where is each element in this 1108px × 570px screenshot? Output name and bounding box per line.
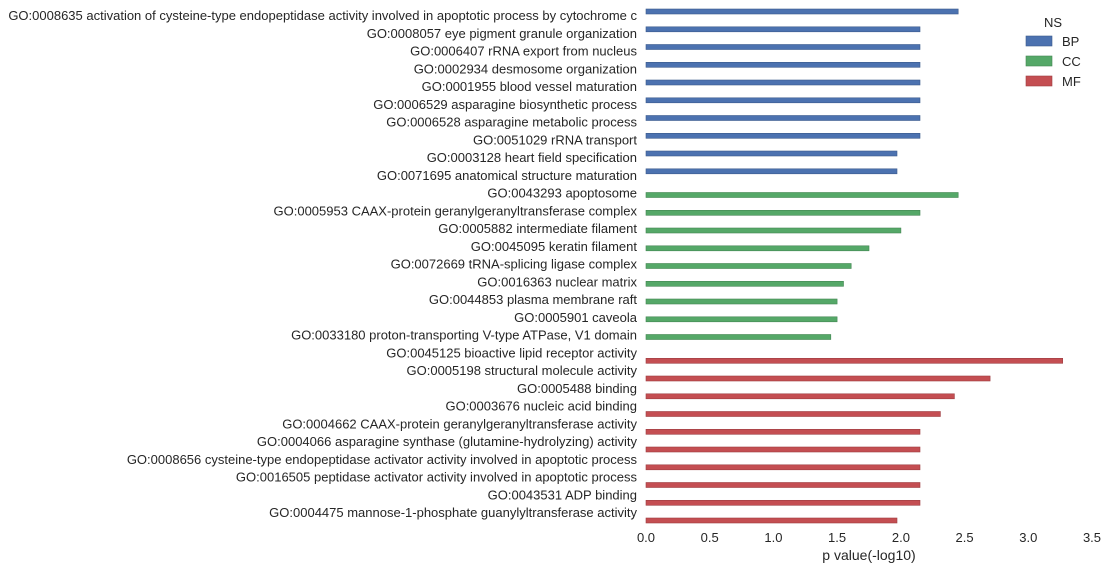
bar-bp <box>645 150 898 157</box>
category-label: GO:0008656 cysteine-type endopeptidase a… <box>127 452 638 467</box>
bar-bp <box>645 8 959 15</box>
category-label: GO:0043293 apoptosome <box>487 186 637 201</box>
category-label: GO:0005198 structural molecule activity <box>407 363 638 378</box>
x-tick-label: 2.0 <box>892 530 910 545</box>
category-label: GO:0033180 proton-transporting V-type AT… <box>291 328 637 343</box>
bar-mf <box>645 482 921 488</box>
bar-cc <box>645 316 838 323</box>
category-label: GO:0005488 binding <box>517 381 637 396</box>
legend-label-bp: BP <box>1062 34 1079 49</box>
bar-bp <box>645 97 921 104</box>
category-label: GO:0045095 keratin filament <box>471 239 638 254</box>
category-label: GO:0003676 nucleic acid binding <box>445 399 637 414</box>
legend-swatch-cc <box>1025 55 1053 67</box>
category-label: GO:0044853 plasma membrane raft <box>429 292 637 307</box>
category-label: GO:0004662 CAAX-protein geranylgeranyltr… <box>282 416 637 431</box>
bar-mf <box>645 411 941 417</box>
category-label: GO:0008635 activation of cysteine-type e… <box>8 8 637 23</box>
category-label: GO:0006528 asparagine metabolic process <box>386 115 637 130</box>
legend: NS BP CC MF <box>1025 15 1081 89</box>
x-tick-label: 0.5 <box>701 530 719 545</box>
legend-swatch-mf <box>1025 75 1053 87</box>
bar-bp <box>645 79 921 86</box>
category-label: GO:0016505 peptidase activator activity … <box>236 470 638 485</box>
category-label: GO:0071695 anatomical structure maturati… <box>377 168 637 183</box>
category-label: GO:0006529 asparagine biosynthetic proce… <box>373 97 637 112</box>
bar-bp <box>645 133 921 139</box>
category-label: GO:0005901 caveola <box>514 310 638 325</box>
bar-mf <box>645 375 991 382</box>
bar-cc <box>645 192 959 198</box>
bar-mf <box>645 464 921 471</box>
x-tick-label: 1.0 <box>764 530 782 545</box>
bar-cc <box>645 263 852 269</box>
bar-cc <box>645 298 838 305</box>
category-label: GO:0002934 desmosome organization <box>414 61 637 76</box>
category-label: GO:0016363 nuclear matrix <box>477 274 637 289</box>
bar-cc <box>645 280 844 287</box>
x-tick-label: 3.0 <box>1019 530 1037 545</box>
x-axis: 0.0 0.5 1.0 1.5 2.0 2.5 3.0 3.5 <box>637 530 1101 545</box>
category-label: GO:0008057 eye pigment granule organizat… <box>367 26 637 41</box>
bar-cc <box>645 210 921 216</box>
legend-title: NS <box>1044 15 1062 30</box>
bar-cc <box>645 334 832 340</box>
bar-mf <box>645 428 921 435</box>
bars-layer <box>645 8 1064 524</box>
category-label: GO:0043531 ADP binding <box>488 487 637 502</box>
category-label: GO:0006407 rRNA export from nucleus <box>410 44 637 59</box>
legend-swatch-bp <box>1025 35 1053 47</box>
x-tick-label: 2.5 <box>956 530 974 545</box>
bar-cc <box>645 227 902 234</box>
bar-mf <box>645 499 921 506</box>
category-label: GO:0003128 heart field specification <box>427 150 637 165</box>
category-label: GO:0005882 intermediate filament <box>438 221 637 236</box>
x-axis-title: p value(-log10) <box>822 547 915 563</box>
bar-bp <box>645 26 921 33</box>
bar-mf <box>645 517 898 524</box>
bar-bp <box>645 115 921 121</box>
bar-cc <box>645 245 870 252</box>
bar-mf <box>645 357 1064 364</box>
bar-mf <box>645 446 921 453</box>
x-tick-label: 3.5 <box>1083 530 1101 545</box>
category-label: GO:0051029 rRNA transport <box>473 132 637 147</box>
bar-bp <box>645 61 921 68</box>
category-labels: GO:0008635 activation of cysteine-type e… <box>8 8 637 520</box>
category-label: GO:0001955 blood vessel maturation <box>422 79 637 94</box>
bar-bp <box>645 44 921 50</box>
bar-mf <box>645 393 955 400</box>
category-label: GO:0004475 mannose-1-phosphate guanylylt… <box>269 505 637 520</box>
bar-bp <box>645 168 898 175</box>
x-tick-label: 1.5 <box>828 530 846 545</box>
legend-label-cc: CC <box>1062 54 1081 69</box>
category-label: GO:0005953 CAAX-protein geranylgeranyltr… <box>274 203 638 218</box>
category-label: GO:0072669 tRNA-splicing ligase complex <box>391 257 638 272</box>
category-label: GO:0004066 asparagine synthase (glutamin… <box>257 434 638 449</box>
x-tick-label: 0.0 <box>637 530 655 545</box>
category-label: GO:0045125 bioactive lipid receptor acti… <box>386 345 637 360</box>
legend-label-mf: MF <box>1062 74 1081 89</box>
